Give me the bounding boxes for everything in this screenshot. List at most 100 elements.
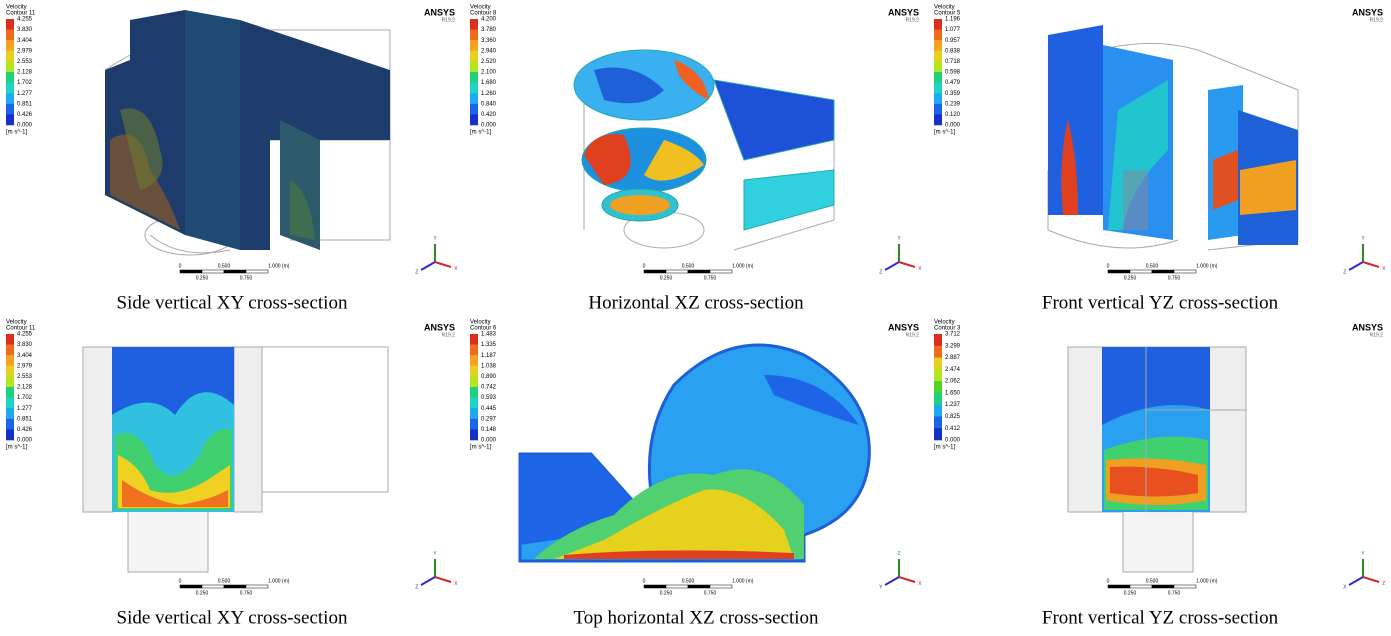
legend-band bbox=[934, 114, 942, 125]
legend-unit: [m s^-1] bbox=[934, 130, 955, 136]
scale-label: 1.000 (m) bbox=[268, 263, 290, 269]
legend-label: 4.255 bbox=[17, 17, 33, 23]
scale-label: 0 bbox=[1107, 578, 1110, 584]
legend-label: 0.957 bbox=[945, 38, 961, 44]
legend-label: 0.851 bbox=[17, 101, 33, 107]
axis-label: Z bbox=[1382, 581, 1385, 587]
legend-label: 0.718 bbox=[945, 59, 961, 65]
scale-segment bbox=[180, 270, 202, 273]
scale-label: 0.500 bbox=[1146, 263, 1159, 269]
legend-band bbox=[470, 19, 478, 30]
scale-segment bbox=[688, 585, 710, 588]
legend-band bbox=[934, 393, 942, 405]
logo-name: ANSYS bbox=[424, 322, 455, 332]
legend-label: 2.979 bbox=[17, 48, 33, 54]
axis-arrow bbox=[1363, 262, 1379, 267]
scale-segment bbox=[1174, 270, 1196, 273]
legend-band bbox=[934, 358, 942, 370]
legend-band bbox=[6, 104, 14, 115]
scale-label: 1.000 (m) bbox=[1196, 263, 1218, 269]
legend-label: 3.299 bbox=[945, 343, 961, 349]
panel-illustration bbox=[105, 10, 390, 255]
legend-unit: [m s^-1] bbox=[6, 130, 27, 136]
legend-band bbox=[934, 30, 942, 41]
axis-arrow bbox=[1363, 577, 1379, 582]
axis-label: X bbox=[918, 266, 922, 272]
legend-label: 0.000 bbox=[17, 438, 33, 444]
legend-unit: [m s^-1] bbox=[934, 445, 955, 451]
axis-arrow bbox=[1349, 577, 1363, 585]
legend-label: 1.702 bbox=[17, 80, 33, 86]
legend-band bbox=[6, 419, 14, 430]
scale-label: 0 bbox=[643, 578, 646, 584]
legend-band bbox=[934, 346, 942, 358]
legend-label: 3.404 bbox=[17, 38, 33, 44]
legend-band bbox=[934, 381, 942, 393]
legend-band bbox=[6, 40, 14, 51]
legend-band bbox=[934, 61, 942, 72]
legend-band bbox=[470, 366, 478, 377]
legend-band bbox=[934, 405, 942, 417]
panel-illustration bbox=[520, 345, 869, 561]
axis-arrow bbox=[435, 262, 451, 267]
legend-label: 0.851 bbox=[17, 416, 33, 422]
legend-label: 1.196 bbox=[945, 17, 961, 23]
legend-label: 2.100 bbox=[481, 70, 497, 76]
legend-label: 0.000 bbox=[481, 123, 497, 129]
legend-band bbox=[6, 398, 14, 409]
scale-segment bbox=[246, 585, 268, 588]
legend-band bbox=[934, 51, 942, 62]
legend-label: 3.712 bbox=[945, 332, 961, 338]
legend-band bbox=[6, 408, 14, 419]
legend-label: 0.412 bbox=[945, 426, 961, 432]
scale-segment bbox=[1108, 270, 1130, 273]
axis-arrow bbox=[885, 262, 899, 270]
legend-band bbox=[470, 114, 478, 125]
legend-label: 0.838 bbox=[945, 48, 961, 54]
legend-label: 3.360 bbox=[481, 38, 497, 44]
legend-label: 0.359 bbox=[945, 91, 961, 97]
scale-label: 0.500 bbox=[218, 263, 231, 269]
legend-label: 1.077 bbox=[945, 27, 961, 33]
legend-label: 4.200 bbox=[481, 17, 497, 23]
scale-label: 0.500 bbox=[1146, 578, 1159, 584]
legend-label: 0.297 bbox=[481, 416, 497, 422]
legend-label: 3.404 bbox=[17, 353, 33, 359]
panel-illustration bbox=[574, 50, 834, 250]
scale-segment bbox=[1152, 585, 1174, 588]
scale-segment bbox=[1108, 585, 1130, 588]
legend-label: 1.038 bbox=[481, 363, 497, 369]
legend-label: 0.593 bbox=[481, 395, 497, 401]
axis-label: X bbox=[1382, 266, 1386, 272]
logo-name: ANSYS bbox=[888, 7, 919, 17]
scale-label: 0.500 bbox=[682, 263, 695, 269]
legend-label: 0.000 bbox=[17, 123, 33, 129]
legend-band bbox=[6, 345, 14, 356]
scale-segment bbox=[644, 270, 666, 273]
legend-band bbox=[470, 72, 478, 83]
axis-label: Z bbox=[415, 585, 418, 591]
page: {"panels":[ {"legend":{"title":["Velocit… bbox=[0, 0, 1391, 631]
panel-illustration bbox=[83, 347, 388, 572]
scale-segment bbox=[1152, 270, 1174, 273]
legend-label: 2.940 bbox=[481, 48, 497, 54]
logo-version: R19.2 bbox=[442, 332, 456, 338]
axis-arrow bbox=[885, 577, 899, 585]
legend-band bbox=[6, 19, 14, 30]
legend-label: 0.120 bbox=[945, 112, 961, 118]
legend-unit: [m s^-1] bbox=[6, 445, 27, 451]
scale-label: 1.000 (m) bbox=[268, 578, 290, 584]
logo-name: ANSYS bbox=[888, 322, 919, 332]
legend-band bbox=[6, 61, 14, 72]
scale-segment bbox=[666, 585, 688, 588]
axis-label: Y bbox=[433, 236, 437, 242]
logo-name: ANSYS bbox=[1352, 322, 1383, 332]
legend-label: 2.979 bbox=[17, 363, 33, 369]
legend-band bbox=[470, 419, 478, 430]
legend-label: 2.128 bbox=[17, 70, 33, 76]
legend-band bbox=[470, 30, 478, 41]
axis-label: Z bbox=[879, 270, 882, 276]
logo-version: R19.2 bbox=[1370, 17, 1384, 23]
axis-label: Z bbox=[1343, 270, 1346, 276]
scale-label: 0.250 bbox=[1124, 590, 1137, 596]
